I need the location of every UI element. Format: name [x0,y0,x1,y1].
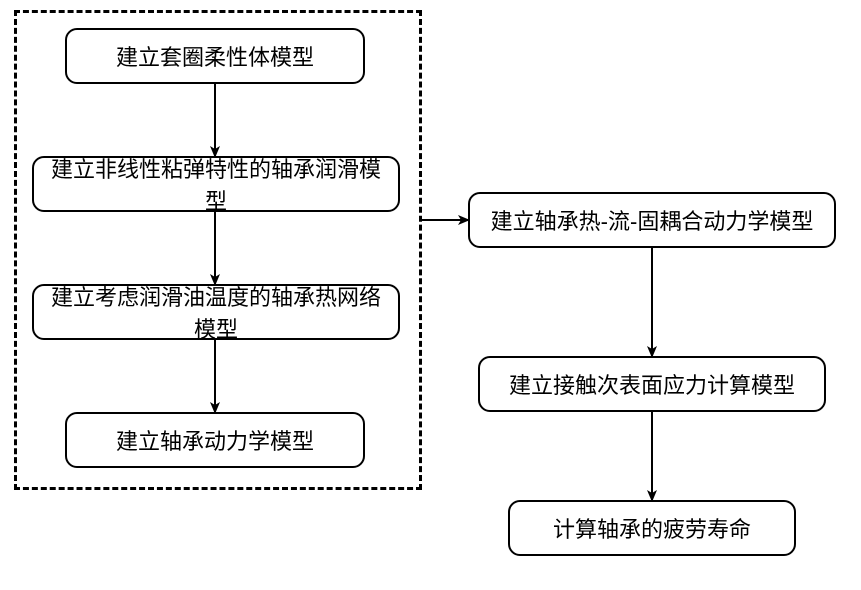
node-ring-flex-model: 建立套圈柔性体模型 [65,28,365,84]
node-thermal-network: 建立考虑润滑油温度的轴承热网络模型 [32,284,400,340]
node-label: 建立非线性粘弹特性的轴承润滑模型 [44,152,388,216]
node-thermo-fluid-solid: 建立轴承热-流-固耦合动力学模型 [468,192,836,248]
node-nonlinear-visco-lub: 建立非线性粘弹特性的轴承润滑模型 [32,156,400,212]
node-label: 建立接触次表面应力计算模型 [509,368,795,400]
node-label: 建立考虑润滑油温度的轴承热网络模型 [44,280,388,344]
node-subsurface-stress: 建立接触次表面应力计算模型 [478,356,826,412]
node-fatigue-life: 计算轴承的疲劳寿命 [508,500,796,556]
node-label: 建立轴承动力学模型 [116,424,314,456]
node-label: 建立轴承热-流-固耦合动力学模型 [491,204,814,236]
node-bearing-dynamics: 建立轴承动力学模型 [65,412,365,468]
node-label: 计算轴承的疲劳寿命 [553,512,751,544]
node-label: 建立套圈柔性体模型 [116,40,314,72]
